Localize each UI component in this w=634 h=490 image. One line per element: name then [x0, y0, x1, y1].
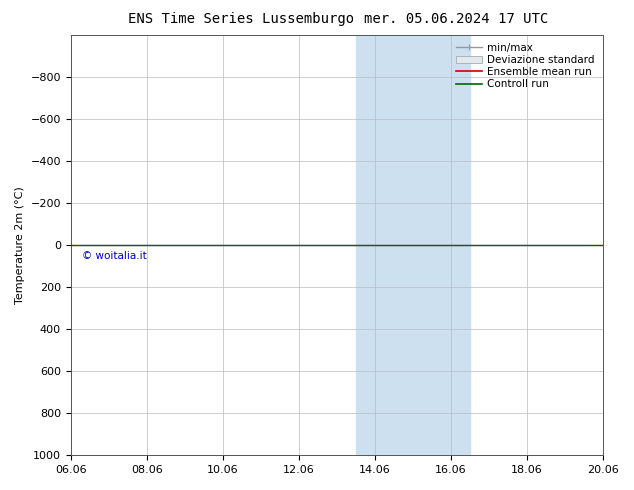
- Text: mer. 05.06.2024 17 UTC: mer. 05.06.2024 17 UTC: [365, 12, 548, 26]
- Y-axis label: Temperature 2m (°C): Temperature 2m (°C): [15, 186, 25, 304]
- Text: ENS Time Series Lussemburgo: ENS Time Series Lussemburgo: [128, 12, 354, 26]
- Legend: min/max, Deviazione standard, Ensemble mean run, Controll run: min/max, Deviazione standard, Ensemble m…: [453, 40, 598, 92]
- Bar: [622, 35, 634, 455]
- Text: © woitalia.it: © woitalia.it: [82, 251, 147, 261]
- Bar: [356, 35, 470, 455]
